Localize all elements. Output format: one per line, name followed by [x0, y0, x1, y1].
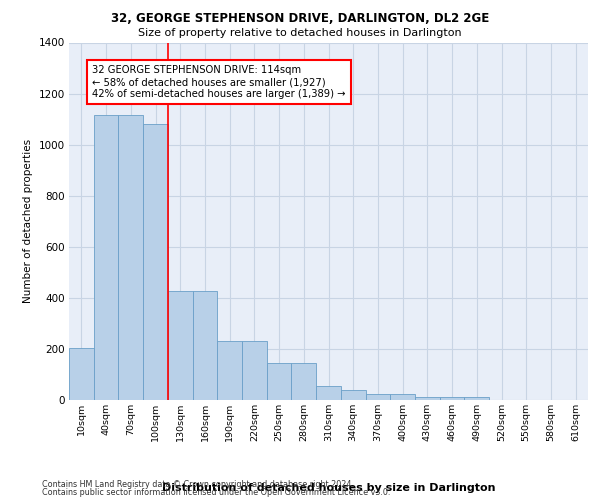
Text: Size of property relative to detached houses in Darlington: Size of property relative to detached ho… — [138, 28, 462, 38]
Bar — [415, 398, 440, 400]
Bar — [143, 124, 168, 400]
Bar — [390, 394, 415, 400]
Bar — [193, 292, 217, 400]
Bar — [341, 390, 365, 400]
Bar — [217, 342, 242, 400]
Bar — [365, 394, 390, 400]
Bar — [118, 116, 143, 400]
Text: 32, GEORGE STEPHENSON DRIVE, DARLINGTON, DL2 2GE: 32, GEORGE STEPHENSON DRIVE, DARLINGTON,… — [111, 12, 489, 26]
X-axis label: Distribution of detached houses by size in Darlington: Distribution of detached houses by size … — [162, 483, 495, 493]
Bar — [316, 386, 341, 400]
Bar — [267, 363, 292, 400]
Bar — [94, 116, 118, 400]
Bar — [168, 292, 193, 400]
Text: 32 GEORGE STEPHENSON DRIVE: 114sqm
← 58% of detached houses are smaller (1,927)
: 32 GEORGE STEPHENSON DRIVE: 114sqm ← 58%… — [92, 66, 346, 98]
Bar — [292, 363, 316, 400]
Bar — [464, 398, 489, 400]
Bar — [242, 342, 267, 400]
Text: Contains public sector information licensed under the Open Government Licence v3: Contains public sector information licen… — [42, 488, 391, 497]
Bar — [440, 398, 464, 400]
Text: Contains HM Land Registry data © Crown copyright and database right 2024.: Contains HM Land Registry data © Crown c… — [42, 480, 354, 489]
Y-axis label: Number of detached properties: Number of detached properties — [23, 139, 33, 304]
Bar — [69, 348, 94, 400]
